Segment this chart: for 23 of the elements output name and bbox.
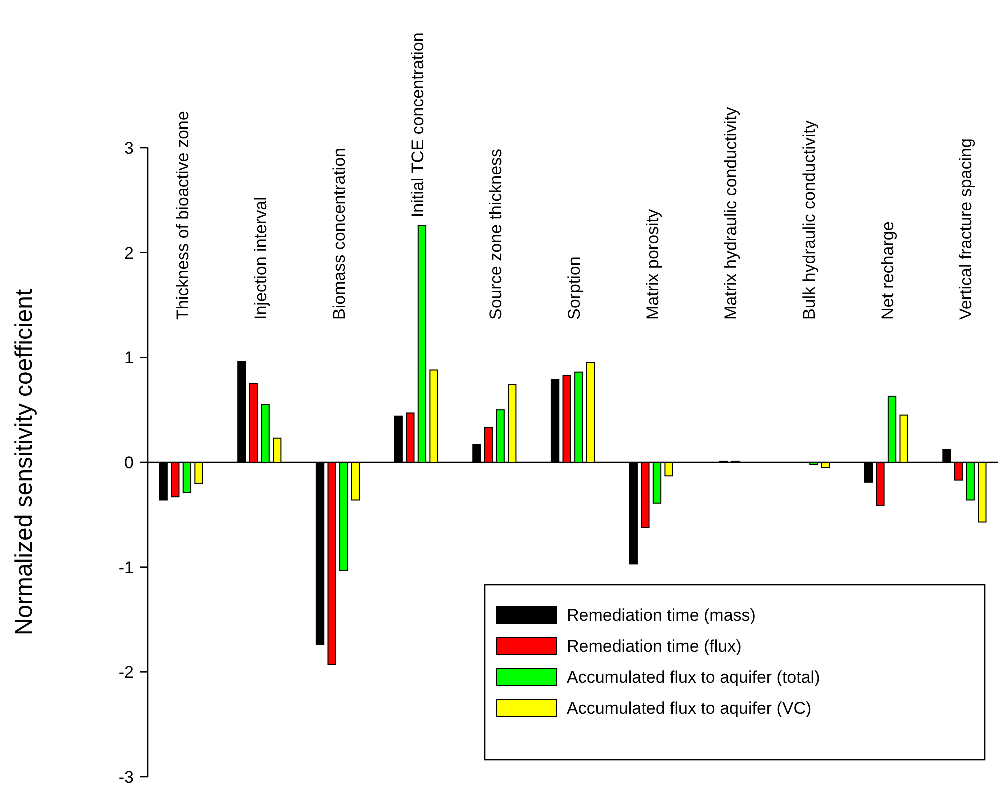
y-axis-title: Normalized sensitivity coefficient <box>11 288 38 636</box>
x-tick-label: Biomass concentration <box>330 148 349 320</box>
x-tick-label: Matrix porosity <box>643 208 662 320</box>
x-tick-label: Net recharge <box>878 222 898 320</box>
x-tick-label: Matrix hydraulic conductivity <box>722 106 741 320</box>
legend-label: Accumulated flux to aquifer (VC) <box>567 698 812 718</box>
y-tick-label: -1 <box>118 558 134 578</box>
y-tick-label: 0 <box>124 453 134 472</box>
y-tick-label: 3 <box>124 138 134 158</box>
y-tick-label: 2 <box>124 244 134 263</box>
y-tick-label: 1 <box>124 348 134 368</box>
x-tick-label: Injection interval <box>252 197 271 320</box>
x-tick-label: Source zone thickness <box>486 148 506 320</box>
legend-label: Remediation time (flux) <box>567 636 742 656</box>
x-tick-label: Thickness of bioactive zone <box>173 111 192 320</box>
x-tick-label: Initial TCE concentration <box>408 32 428 218</box>
x-tick-label: Sorption <box>565 256 584 320</box>
x-tick-label: Vertical fracture spacing <box>956 138 976 320</box>
legend-label: Remediation time (mass) <box>567 606 756 625</box>
x-tick-label: Bulk hydraulic conductivity <box>800 120 820 320</box>
legend-label: Accumulated flux to aquifer (total) <box>567 668 820 687</box>
y-tick-label: -2 <box>118 663 134 682</box>
y-tick-label: -3 <box>118 768 134 787</box>
